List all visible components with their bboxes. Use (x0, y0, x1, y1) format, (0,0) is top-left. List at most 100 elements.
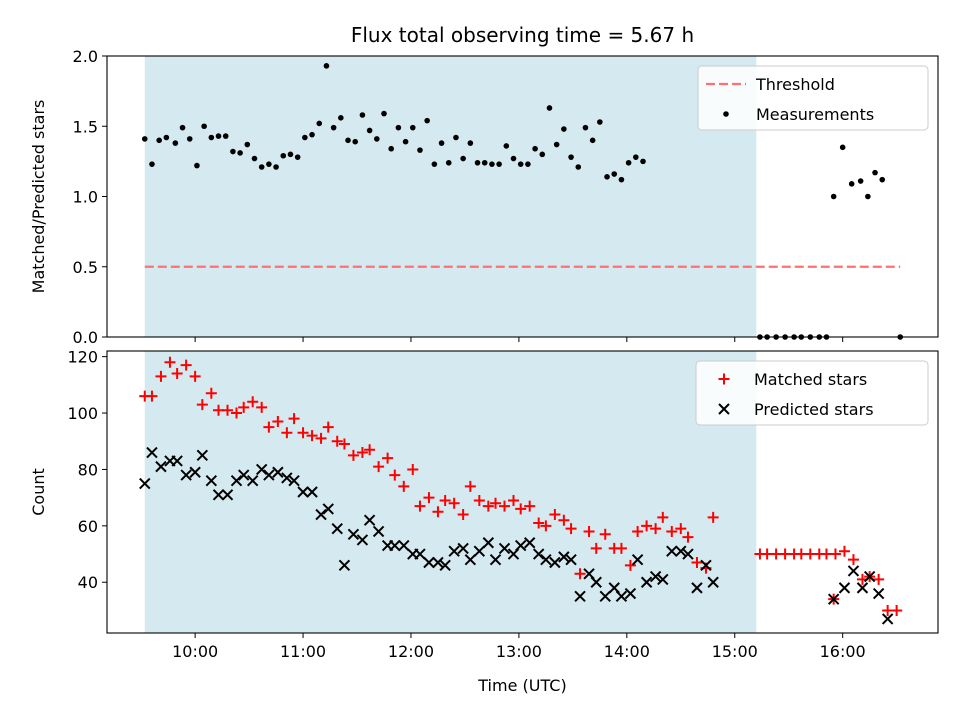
chart0-series-0-point-54 (532, 145, 538, 152)
chart1-series-1-point-26 (356, 534, 369, 546)
chart0-series-0-point-5 (179, 124, 186, 131)
chart1-series-1-point-21 (315, 508, 327, 521)
chart1-series-0-point-86 (891, 604, 903, 616)
chart1-legend-marker-1 (718, 403, 730, 415)
chart1-series-0-point-30 (389, 469, 401, 481)
chart0-series-0-point-2 (156, 137, 162, 144)
chart0-series-0-point-34 (388, 145, 394, 152)
chart1-series-1-point-28 (372, 525, 385, 538)
chart0-series-0-point-82 (857, 178, 864, 184)
chart1-series-1-point-27 (363, 514, 376, 526)
chart0-series-0-point-31 (366, 127, 373, 134)
chart1-series-1-point-22 (322, 503, 334, 515)
chart0-series-0-point-58 (561, 126, 567, 132)
chart1-series-0-point-1 (146, 390, 158, 402)
chart1-series-0-point-52 (574, 568, 586, 580)
chart0-observing-interval-band (144, 56, 757, 337)
chart1-series-1-point-57 (615, 590, 628, 603)
chart1-series-0-point-33 (414, 500, 426, 512)
chart1-ytick-label-3: 100 (67, 404, 98, 423)
chart1-series-1-point-42 (489, 553, 502, 566)
chart0-series-0-point-10 (215, 133, 222, 139)
chart0-series-0-point-6 (186, 136, 193, 142)
chart1-series-1-point-72 (856, 582, 869, 594)
chart1-series-1-point-55 (599, 590, 611, 603)
chart0-series-0-point-33 (381, 110, 387, 117)
chart1-series-0-point-22 (322, 421, 334, 433)
chart0-ytick-label-4: 2.0 (73, 47, 98, 66)
chart1-series-1-point-75 (881, 613, 894, 625)
chart1-series-0-group (139, 356, 903, 616)
chart0-series-0-point-26 (330, 124, 337, 131)
chart1-series-1-point-64 (675, 545, 687, 557)
chart1-series-0-point-4 (171, 368, 183, 380)
chart1-series-1-point-14 (255, 463, 268, 476)
chart1-series-1-point-70 (838, 582, 851, 594)
chart1-series-0-point-35 (432, 506, 444, 518)
chart1-xtick-label-3: 13:00 (496, 642, 542, 661)
chart0-legend-label-0: Threshold (755, 75, 835, 94)
chart1-series-1-point-61 (649, 570, 662, 583)
chart0-series-0-point-69 (640, 158, 646, 165)
chart0-series-0-point-52 (517, 161, 524, 167)
chart1-series-1-point-7 (196, 449, 209, 462)
chart1-series-0-point-23 (331, 435, 343, 447)
chart1-series-1-point-68 (707, 576, 719, 588)
chart1-series-1-point-1 (146, 446, 158, 459)
chart0-legend-label-1: Measurements (756, 105, 874, 124)
chart1-xtick-label-4: 14:00 (604, 642, 650, 661)
chart1-series-1-point-10 (221, 489, 234, 501)
chart0-series-0-point-8 (201, 123, 207, 130)
chart1-series-0-point-47 (533, 517, 545, 529)
chart0-series-0-point-53 (525, 161, 531, 167)
chart1-series-0-point-19 (297, 427, 309, 439)
chart1-series-1-point-58 (624, 587, 637, 600)
chart1-series-0-point-51 (565, 523, 577, 535)
chart1-series-1-point-60 (640, 576, 653, 588)
chart1-series-0-point-29 (382, 452, 394, 464)
chart0-series-0-point-17 (266, 161, 272, 167)
chart0-series-0-point-1 (149, 161, 155, 167)
chart1-series-1-point-9 (212, 489, 225, 501)
chart0-title: Flux total observing time = 5.67 h (351, 23, 694, 47)
chart1-series-1-point-67 (700, 559, 712, 572)
chart1-legend-marker-0 (718, 373, 730, 385)
chart0-series-0-point-47 (481, 159, 488, 166)
chart1-series-1-point-63 (666, 545, 678, 557)
chart1-series-1-point-47 (532, 548, 545, 560)
chart0-series-0-point-21 (294, 154, 301, 160)
chart0-ytick-label-3: 1.5 (73, 117, 98, 136)
chart1-ytick-label-2: 80 (78, 460, 98, 479)
chart0-series-0-point-64 (604, 174, 610, 180)
chart0-series-0-point-14 (244, 141, 251, 148)
chart1-series-0-point-60 (641, 520, 653, 532)
chart1-series-0-point-38 (457, 509, 469, 521)
chart1-xtick-label-5: 15:00 (712, 642, 758, 661)
chart1-series-0-point-45 (515, 503, 527, 515)
chart0-series-0-point-0 (141, 136, 148, 142)
chart0-series-0-point-65 (611, 171, 618, 177)
chart1-series-0-point-6 (189, 370, 201, 382)
chart1-observing-interval-band (144, 351, 757, 633)
chart0-series-0-point-29 (352, 138, 359, 145)
chart1-series-0-point-12 (238, 401, 250, 413)
chart0-series-0-point-15 (251, 155, 258, 162)
chart0-series-0-point-3 (163, 134, 170, 141)
chart1-series-0-point-43 (499, 500, 511, 512)
chart1-series-1-point-49 (549, 556, 561, 569)
chart1-ytick-label-0: 40 (78, 573, 98, 592)
chart0-series-0-point-11 (222, 133, 229, 139)
chart1-series-0-point-27 (364, 444, 376, 456)
chart1-series-1-point-38 (457, 542, 469, 555)
chart1-series-0-point-65 (682, 531, 694, 543)
chart1-series-1-point-41 (482, 537, 495, 549)
chart1-series-1-point-35 (432, 556, 444, 569)
chart1-series-0-point-2 (155, 370, 167, 382)
chart0-series-0-point-81 (848, 181, 855, 187)
chart0-ytick-label-0: 0.0 (73, 328, 98, 347)
chart1-series-1-point-0 (139, 477, 151, 490)
chart0-series-0-point-80 (839, 144, 846, 151)
chart1-series-0-point-11 (231, 407, 243, 419)
chart1-xtick-label-0: 10:00 (172, 642, 218, 661)
chart1-series-0-point-64 (675, 523, 687, 535)
